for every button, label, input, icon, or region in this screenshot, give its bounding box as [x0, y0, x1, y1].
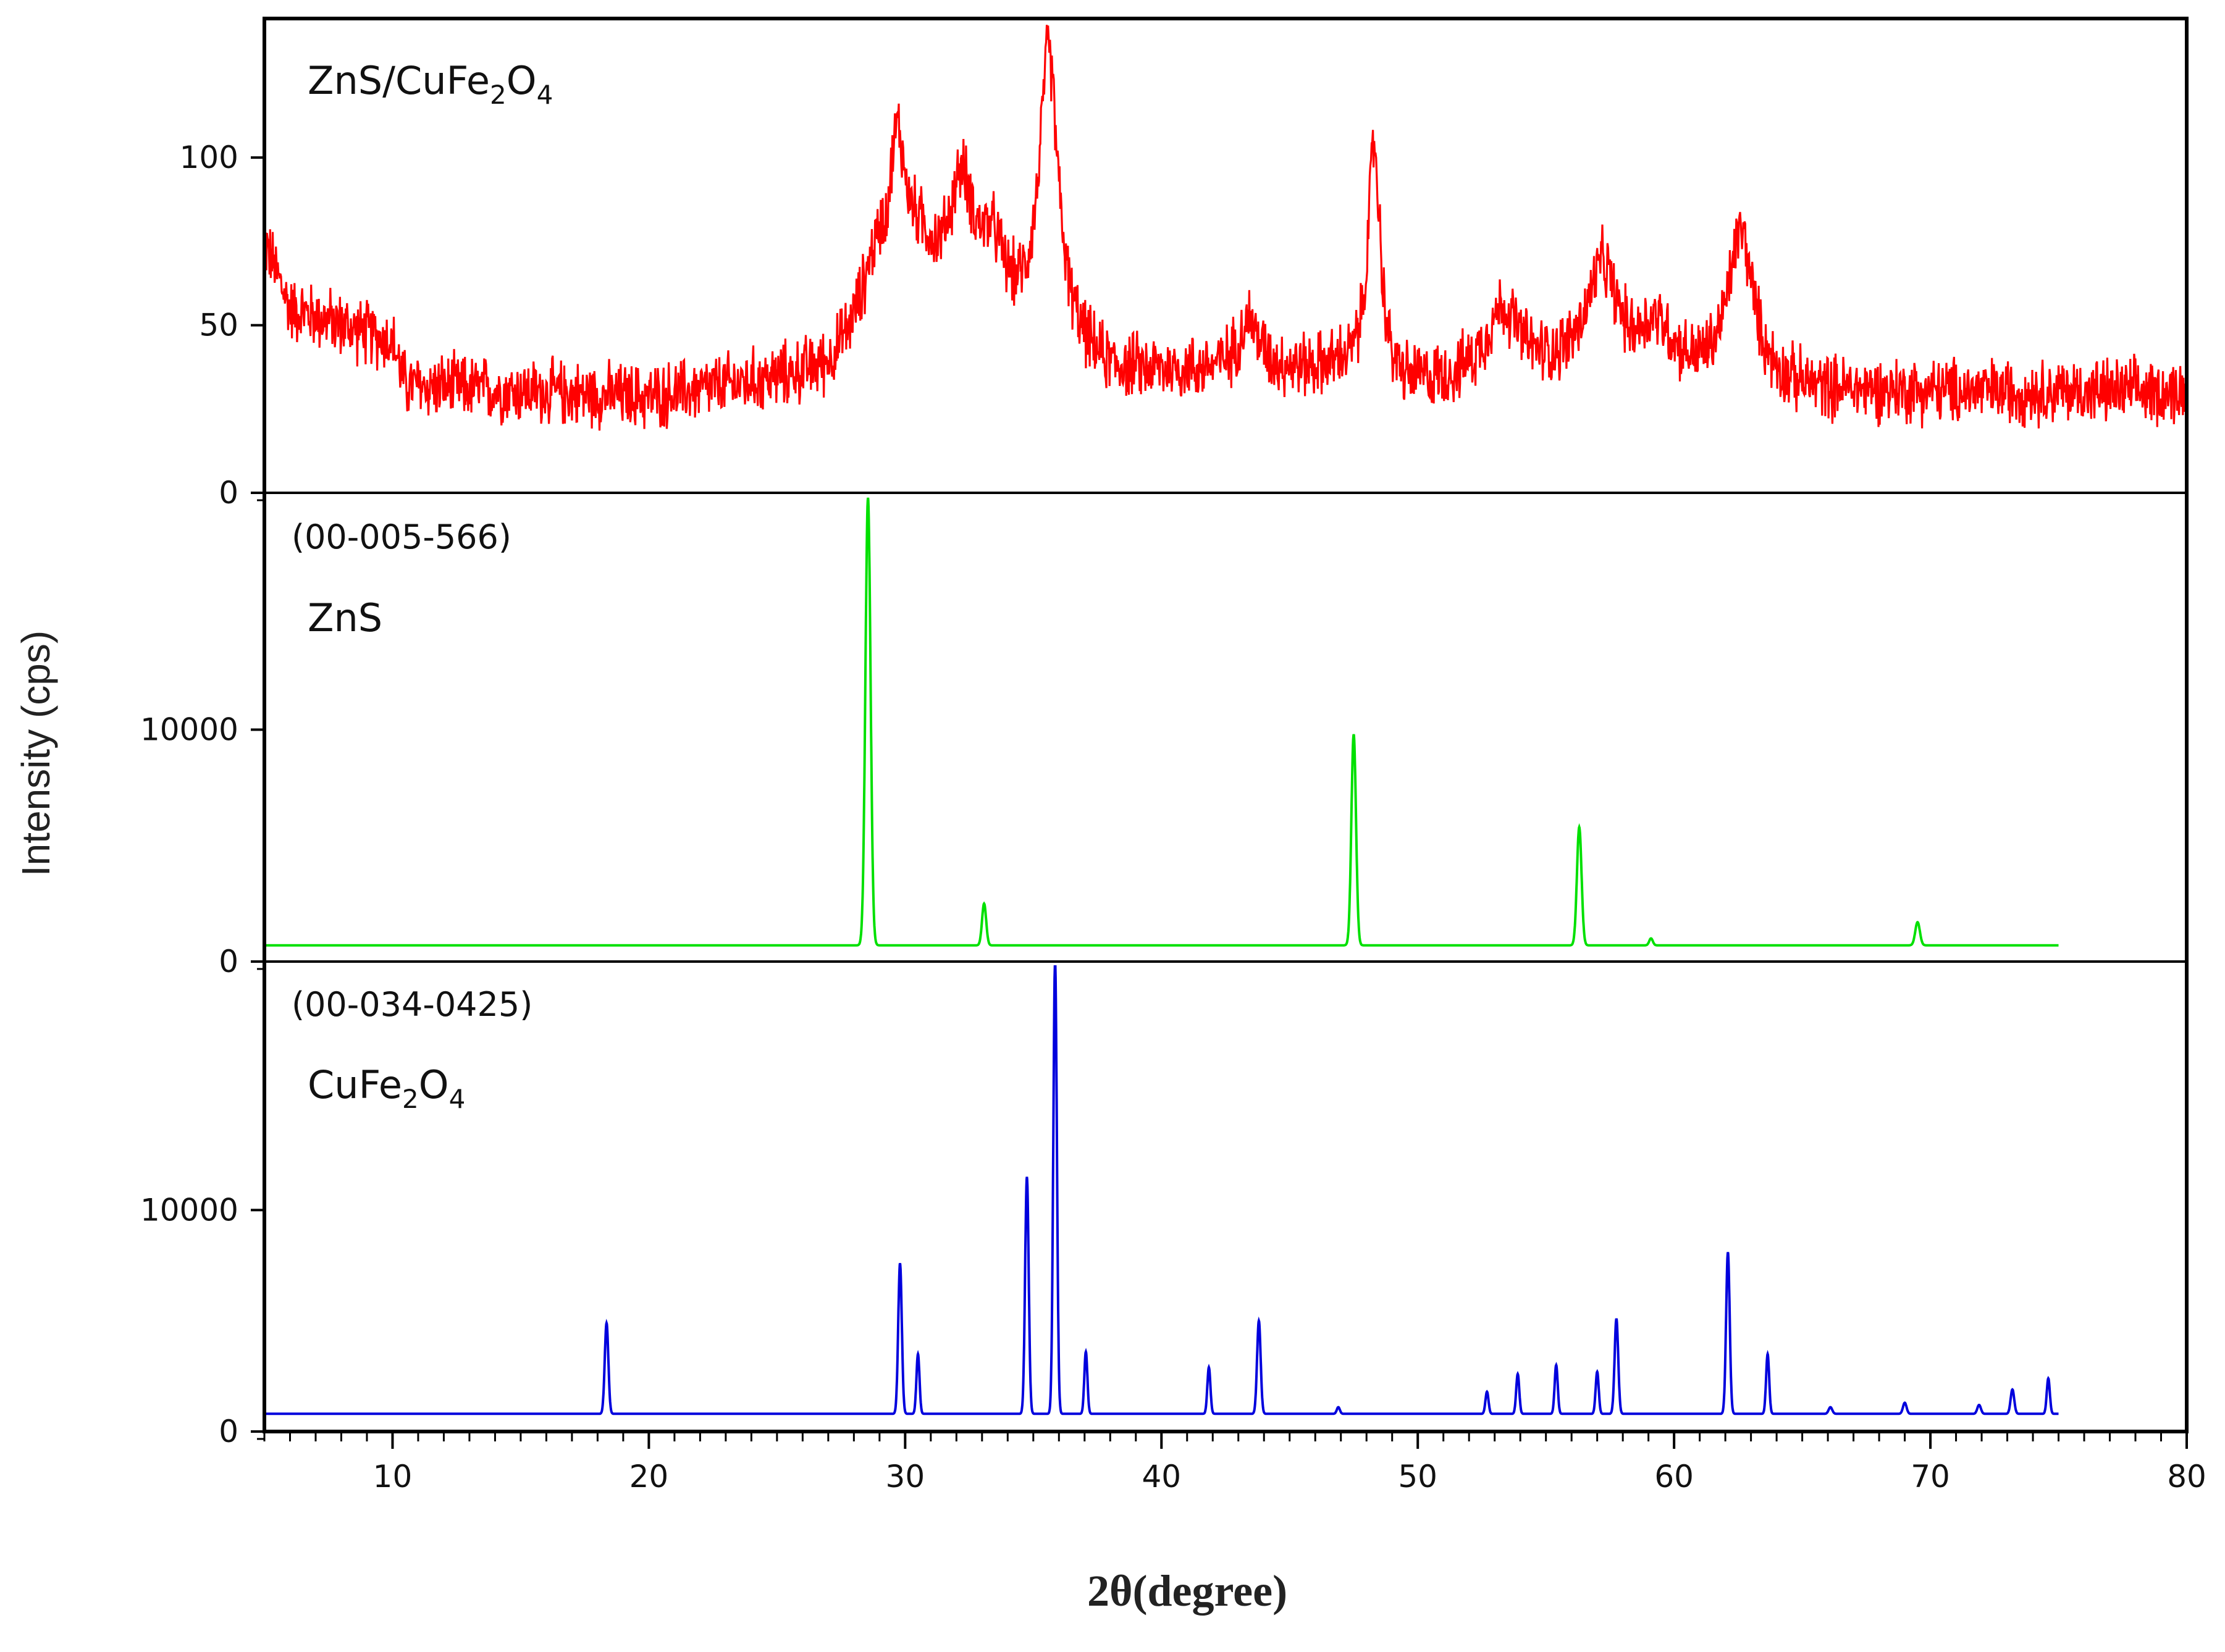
zns-reference-code: (00-005-566): [292, 518, 511, 556]
x-tick-label: 10: [373, 1459, 413, 1495]
y-tick-label: 0: [219, 944, 238, 979]
y-tick-label: 10000: [140, 1192, 238, 1228]
x-tick-label: 70: [1911, 1459, 1950, 1495]
x-tick-label: 80: [2167, 1459, 2206, 1495]
x-tick-label: 30: [886, 1459, 925, 1495]
plot-frame: [263, 17, 2189, 1433]
x-tick-label: 50: [1398, 1459, 1437, 1495]
x-tick-label: 40: [1142, 1459, 1181, 1495]
zns-series-line: [264, 497, 2059, 947]
composite-panel-label: ZnS/CuFe2O4: [308, 58, 553, 110]
cufe2o4-series-line: [264, 965, 2059, 1415]
composite-series-line: [263, 25, 2188, 431]
x-axis-title: 2θ(degree): [1087, 1566, 1287, 1616]
y-tick-label: 100: [180, 140, 238, 175]
y-tick-label: 50: [199, 308, 238, 343]
zns-panel-label: ZnS: [308, 595, 382, 640]
y-tick-label: 10000: [140, 712, 238, 748]
x-tick-label: 20: [629, 1459, 669, 1495]
x-tick-label: 60: [1654, 1459, 1694, 1495]
cufe2o4-reference-code: (00-034-0425): [292, 985, 532, 1024]
y-tick-label: 0: [219, 475, 238, 511]
y-tick-label: 0: [219, 1414, 238, 1449]
cufe2o4-panel-label: CuFe2O4: [308, 1062, 465, 1114]
y-axis-title: Intensity (cps): [14, 631, 58, 876]
